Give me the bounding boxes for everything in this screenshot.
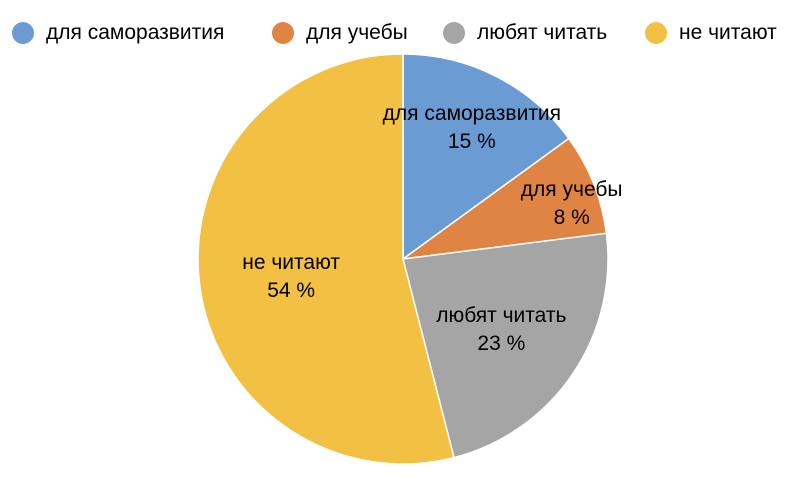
slice-study [402,137,608,260]
data-label-dont-read: не читают 54 % [242,251,340,302]
legend-swatch-self-development [12,22,34,44]
legend-swatch-love-reading [443,22,465,44]
data-label-self-development-value: 15 % [448,130,496,153]
slice-self-development [402,53,570,261]
data-label-dont-read-value: 54 % [267,279,315,302]
slice-love-reading [402,232,609,459]
slice-dont-read [197,53,455,465]
data-label-study-value: 8 % [554,206,590,229]
legend-item-study: для учебы [272,18,408,48]
chart-legend: для саморазвития для учебы любят читать … [0,0,800,60]
legend-label-dont-read: не читают [679,21,777,44]
data-label-love-reading: любят читать 23 % [436,304,566,355]
legend-label-study: для учебы [306,21,408,44]
data-label-study-category: для учебы [521,178,623,201]
legend-swatch-study [272,22,294,44]
data-label-love-reading-value: 23 % [477,332,525,355]
legend-label-love-reading: любят читать [477,21,608,44]
data-label-love-reading-category: любят читать [436,304,566,327]
legend-item-self-development: для саморазвития [12,18,224,48]
pie-slices [197,53,609,465]
legend-item-dont-read: не читают [645,18,777,48]
legend-label-self-development: для саморазвития [46,21,225,44]
data-label-study: для учебы 8 % [521,178,623,229]
legend-swatch-dont-read [645,22,667,44]
data-label-self-development: для саморазвития 15 % [383,102,561,153]
pie-data-labels: для саморазвития 15 % для учебы 8 % любят чи… [242,102,622,355]
legend-item-love-reading: любят читать [443,18,607,48]
data-label-dont-read-category: не читают [242,251,340,274]
data-label-self-development-category: для саморазвития [383,102,561,125]
